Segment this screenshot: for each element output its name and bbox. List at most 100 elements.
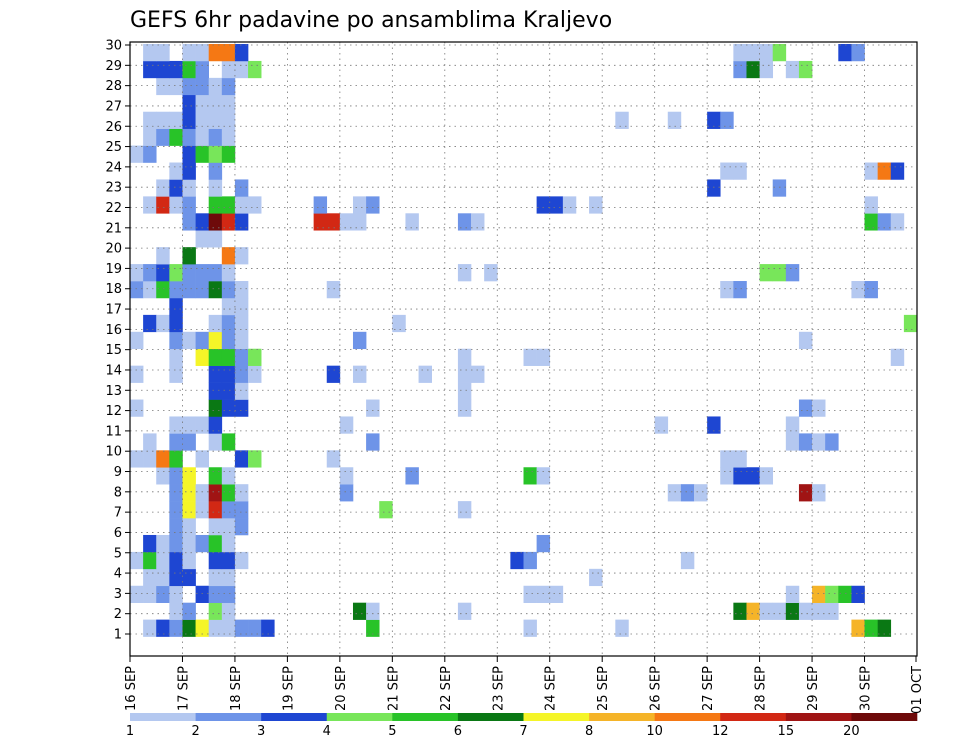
- colorbar-segment: [195, 713, 262, 721]
- heatmap-cell: [759, 60, 774, 79]
- heatmap-cell: [549, 585, 564, 603]
- heatmap-cell: [156, 60, 170, 79]
- heatmap-cell: [326, 281, 341, 299]
- heatmap-cell: [182, 179, 196, 197]
- heatmap-cell: [221, 60, 236, 79]
- colorbar-segment: [392, 713, 459, 721]
- heatmap-cell: [457, 348, 472, 366]
- colorbar-label: 4: [323, 724, 331, 739]
- heatmap-cell: [182, 196, 196, 214]
- heatmap-cell: [182, 111, 196, 129]
- heatmap-cell: [798, 331, 813, 350]
- heatmap-cell: [221, 348, 236, 366]
- heatmap-cell: [248, 365, 262, 383]
- heatmap-cell: [339, 416, 354, 434]
- colorbar: 1 2 3 4 5 6 7 8 10 12 15 20: [126, 713, 918, 739]
- heatmap-cell: [890, 213, 905, 231]
- heatmap-cell: [615, 619, 629, 637]
- heatmap-cell: [234, 44, 249, 62]
- y-tick-label: 21: [105, 221, 122, 236]
- heatmap-cell: [143, 264, 157, 282]
- heatmap-cell: [208, 365, 223, 383]
- heatmap-cell: [405, 213, 419, 231]
- heatmap-cell: [877, 162, 892, 180]
- y-tick-label: 19: [105, 262, 122, 277]
- heatmap-cell: [169, 602, 183, 620]
- y-tick-label: 3: [114, 587, 122, 602]
- heatmap-cell: [221, 314, 236, 333]
- heatmap-cell: [785, 585, 800, 603]
- heatmap-cell: [208, 281, 223, 299]
- heatmap-cell: [261, 619, 275, 637]
- y-tick-label: 20: [105, 242, 122, 257]
- heatmap-cell: [182, 619, 196, 637]
- heatmap-cell: [221, 433, 236, 451]
- heatmap-cell: [825, 585, 839, 603]
- heatmap-cell: [143, 281, 157, 299]
- heatmap-cell: [313, 196, 328, 214]
- heatmap-cells: [130, 44, 918, 637]
- heatmap-cell: [169, 281, 183, 299]
- heatmap-cell: [169, 162, 183, 180]
- heatmap-cell: [182, 484, 196, 502]
- heatmap-cell: [156, 534, 170, 553]
- heatmap-cell: [877, 619, 892, 637]
- heatmap-cell: [221, 264, 236, 282]
- heatmap-cell: [812, 484, 826, 502]
- heatmap-cell: [851, 281, 865, 299]
- heatmap-cell: [234, 399, 249, 417]
- heatmap-cell: [352, 602, 367, 620]
- heatmap-cell: [182, 467, 196, 485]
- colorbar-label: 8: [585, 724, 593, 739]
- heatmap-cell: [195, 44, 209, 62]
- heatmap-cell: [182, 213, 196, 231]
- heatmap-cell: [221, 213, 236, 231]
- y-tick-label: 26: [105, 120, 122, 135]
- colorbar-segment: [720, 713, 787, 721]
- heatmap-cell: [169, 568, 183, 587]
- heatmap-cell: [772, 602, 787, 620]
- heatmap-cell: [208, 77, 223, 96]
- heatmap-cell: [326, 365, 341, 383]
- heatmap-cell: [851, 585, 865, 603]
- heatmap-cell: [234, 551, 249, 570]
- heatmap-cell: [457, 264, 472, 282]
- heatmap-cell: [510, 551, 524, 570]
- heatmap-cell: [733, 602, 747, 620]
- heatmap-cell: [523, 348, 537, 366]
- heatmap-cell: [798, 602, 813, 620]
- heatmap-cell: [523, 467, 537, 485]
- x-tick-label: 27 SEP: [701, 666, 716, 711]
- heatmap-cell: [523, 551, 537, 570]
- heatmap-cell: [536, 585, 551, 603]
- heatmap-cell: [169, 297, 183, 316]
- heatmap-cell: [733, 467, 747, 485]
- colorbar-label: 1: [126, 724, 134, 739]
- heatmap-cell: [195, 484, 209, 502]
- heatmap-cell: [733, 450, 747, 468]
- heatmap-cell: [759, 602, 774, 620]
- heatmap-cell: [785, 60, 800, 79]
- heatmap-cell: [143, 44, 157, 62]
- heatmap-cell: [221, 94, 236, 113]
- grid-lines: [130, 42, 917, 656]
- x-tick-label: 18 SEP: [229, 666, 244, 711]
- y-tick-label: 24: [105, 160, 122, 175]
- heatmap-cell: [156, 179, 170, 197]
- heatmap-cell: [667, 111, 682, 129]
- heatmap-cell: [169, 365, 183, 383]
- heatmap-cell: [785, 602, 800, 620]
- heatmap-cell: [864, 281, 878, 299]
- heatmap-cell: [169, 128, 183, 146]
- heatmap-cell: [825, 602, 839, 620]
- heatmap-cell: [195, 128, 209, 146]
- heatmap-cell: [864, 162, 878, 180]
- heatmap-cell: [339, 467, 354, 485]
- heatmap-cell: [680, 484, 695, 502]
- heatmap-cell: [733, 60, 747, 79]
- heatmap-cell: [156, 128, 170, 146]
- heatmap-cell: [221, 365, 236, 383]
- heatmap-cell: [169, 314, 183, 333]
- heatmap-cell: [234, 314, 249, 333]
- heatmap-cell: [851, 619, 865, 637]
